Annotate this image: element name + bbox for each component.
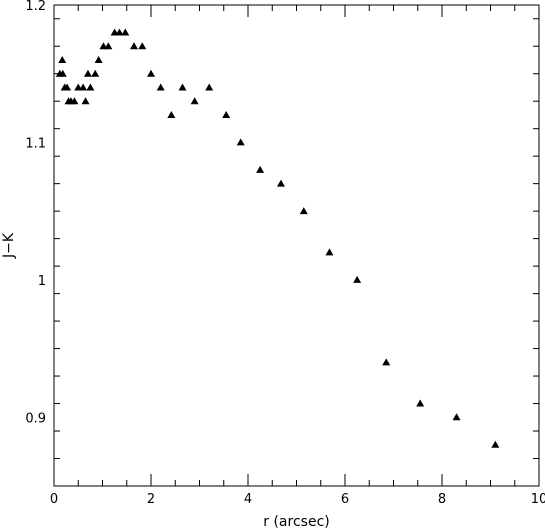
data-point [256, 165, 265, 173]
plot-frame [53, 4, 540, 487]
data-point [115, 28, 124, 36]
data-point [138, 42, 147, 50]
data-point [86, 83, 95, 91]
data-point [416, 399, 425, 407]
data-point [353, 275, 362, 283]
data-point [205, 83, 214, 91]
x-tick-label: 2 [147, 492, 155, 507]
x-tick-label: 8 [438, 492, 446, 507]
data-point [452, 413, 461, 421]
data-point [121, 28, 130, 36]
data-point [94, 55, 103, 63]
data-point [79, 83, 88, 91]
data-point [58, 55, 67, 63]
data-point [178, 83, 187, 91]
x-tick-label: 4 [244, 492, 252, 507]
data-point [147, 69, 155, 77]
y-tick-label: 1.2 [25, 0, 46, 14]
data-point [222, 110, 231, 118]
x-axis-title: r (arcsec) [263, 514, 329, 530]
data-point [58, 69, 67, 77]
x-tick-labels: 0 2 4 6 8 10 [50, 492, 545, 507]
data-points [55, 28, 500, 448]
x-tick-label: 0 [50, 492, 58, 507]
data-point [299, 207, 308, 215]
y-tick-label: 1 [38, 274, 46, 289]
x-tick-label: 6 [341, 492, 349, 507]
data-point [236, 138, 245, 146]
major-ticks [53, 5, 540, 486]
minor-ticks [54, 5, 539, 487]
data-point [104, 42, 113, 50]
data-point [325, 248, 334, 256]
data-point [190, 97, 199, 105]
x-tick-label: 10 [531, 492, 545, 507]
data-point [167, 110, 176, 118]
y-tick-label: 1.1 [25, 136, 46, 151]
data-point [491, 440, 500, 448]
y-axis-title: J−K [1, 232, 17, 259]
data-point [83, 69, 92, 77]
data-point [130, 42, 139, 50]
y-tick-labels: 0.9 1 1.1 1.2 [25, 0, 46, 426]
data-point [70, 97, 79, 105]
data-point [81, 97, 90, 105]
data-point [276, 179, 285, 187]
data-point [156, 83, 165, 91]
data-point [91, 69, 100, 77]
data-point [382, 358, 391, 366]
data-point [63, 83, 72, 91]
y-tick-label: 0.9 [25, 411, 46, 426]
